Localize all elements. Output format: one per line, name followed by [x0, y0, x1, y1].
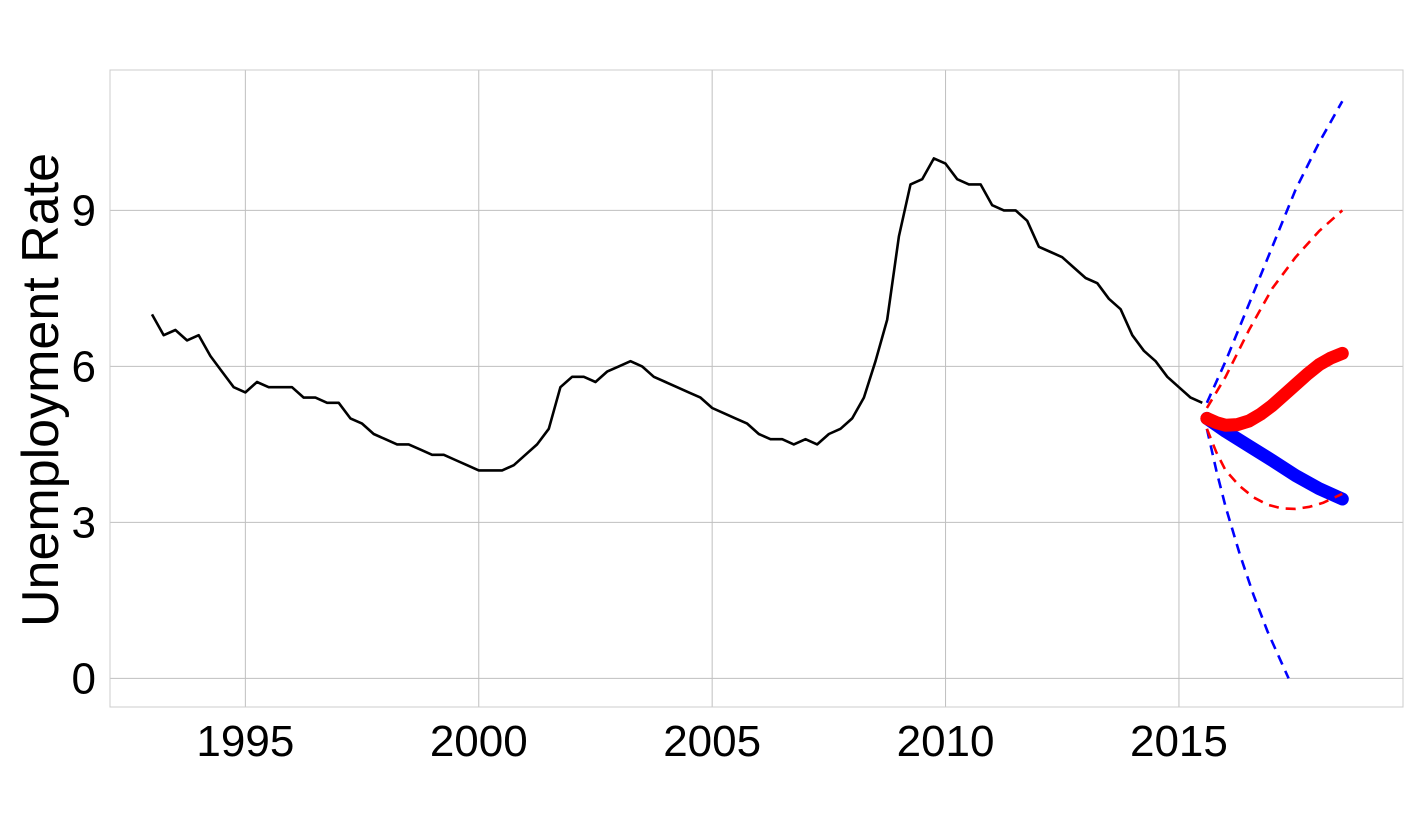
y-tick-label: 3: [72, 498, 96, 547]
x-tick-label: 1995: [196, 717, 294, 766]
x-tick-label: 2015: [1130, 717, 1228, 766]
series-layer: [150, 100, 1349, 679]
y-tick-label: 0: [72, 654, 96, 703]
historical-series-line: [150, 157, 1203, 472]
red-interval-line: [1205, 428, 1343, 511]
blue-interval-line: [1205, 428, 1290, 679]
y-tick-label: 6: [72, 342, 96, 391]
y-tick-label: 9: [72, 186, 96, 235]
y-tick-labels: 0 3 6 9: [72, 186, 96, 703]
x-tick-label: 2010: [897, 717, 995, 766]
x-tick-label: 2000: [430, 717, 528, 766]
plot-frame: [109, 69, 1404, 708]
red-forecast-line: [1200, 346, 1349, 432]
x-tick-label: 2005: [663, 717, 761, 766]
grid: [110, 70, 1403, 707]
red-interval-line: [1205, 209, 1344, 409]
y-axis-label: Unemployment Rate: [12, 153, 70, 627]
x-tick-labels: 1995 2000 2005 2010 2015: [196, 717, 1227, 766]
